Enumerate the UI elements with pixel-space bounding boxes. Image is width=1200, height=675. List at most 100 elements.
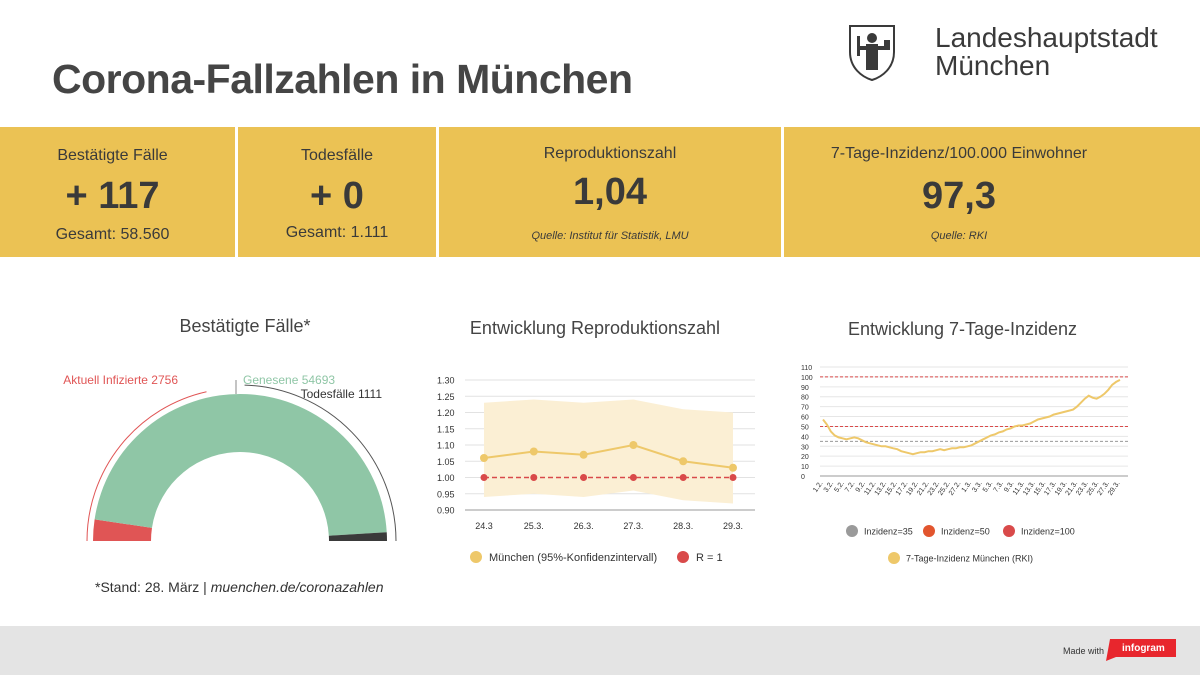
kpi-r-number: 1,04 xyxy=(573,171,647,213)
r-confidence-band xyxy=(484,399,733,504)
city-logo-text: Landeshauptstadt München xyxy=(935,24,1158,80)
cases-gauge-chart: Aktuell Infizierte 2756 Genesene 54693Tod… xyxy=(63,373,397,542)
kpi-deaths-label: Todesfälle xyxy=(300,147,374,164)
inc-xtick-label: 3.2. xyxy=(823,480,835,494)
r-chart-title: Entwicklung Reproduktionszahl xyxy=(469,318,721,338)
r-xtick-label: 24.3 xyxy=(475,521,493,531)
r-muenchen-point xyxy=(529,447,538,456)
kpi-cases: Bestätigte Fälle + 117 Gesamt: 58.560 xyxy=(0,127,225,257)
r-equals-one-point xyxy=(530,474,538,481)
gauge-title: Bestätigte Fälle* xyxy=(179,316,311,336)
logo-line-1: Landeshauptstadt xyxy=(935,22,1158,53)
r-ytick-label: 1.00 xyxy=(437,473,455,483)
r-xtick-label: 28.3. xyxy=(673,521,693,531)
inc-muenchen-line xyxy=(822,379,1121,456)
r-xtick-label: 26.3. xyxy=(574,521,594,531)
inc-xtick-label: 3.3. xyxy=(971,480,983,494)
inc-xtick-label: 1.3. xyxy=(961,480,973,494)
inc-ytick-label: 40 xyxy=(801,434,809,441)
kpi-divider xyxy=(235,127,238,257)
inc-xtick-label: 7.2. xyxy=(844,480,856,494)
r-legend-muenchen: München (95%-Konfidenzintervall) xyxy=(489,552,657,564)
gauge-segment-todesfaelle xyxy=(328,532,387,541)
r-ytick-label: 1.15 xyxy=(437,424,455,434)
r-legend-muenchen-swatch xyxy=(470,551,482,563)
r-ytick-label: 1.30 xyxy=(437,376,455,386)
r-ytick-label: 1.05 xyxy=(437,457,455,467)
r-xtick-label: 27.3. xyxy=(623,521,643,531)
inc-xtick-label: 7.3. xyxy=(993,480,1005,494)
footnote-prefix: *Stand: 28. März | xyxy=(95,579,211,595)
inc-xtick-label: 5.3. xyxy=(982,480,994,494)
r-ytick-label: 1.25 xyxy=(437,392,455,402)
gauge-outline-aktuell xyxy=(86,391,207,542)
inc-ytick-label: 60 xyxy=(801,415,809,422)
kpi-cases-label: Bestätigte Fälle xyxy=(57,147,168,164)
r-equals-one-point xyxy=(480,474,488,481)
r-muenchen-point xyxy=(729,463,737,472)
made-with-label: Made with xyxy=(1063,646,1105,656)
inc-legend-100: Inzidenz=100 xyxy=(1021,527,1075,537)
r-xtick-label: 29.3. xyxy=(723,521,743,531)
inc-legend-50: Inzidenz=50 xyxy=(941,527,990,537)
kpi-r-value: Reproduktionszahl 1,04 Quelle: Institut … xyxy=(439,127,781,257)
footer: Made with infogram xyxy=(0,626,1200,675)
gauge-segment-genesene xyxy=(94,393,387,536)
gauge-outline-todesfaelle xyxy=(244,384,397,542)
r-muenchen-point xyxy=(679,457,688,466)
inc-ytick-label: 30 xyxy=(801,444,809,451)
incidence-chart-title: Entwicklung 7-Tage-Inzidenz xyxy=(847,319,1078,339)
inc-ytick-label: 50 xyxy=(801,424,809,431)
inc-legend-100-swatch xyxy=(1003,525,1015,537)
kpi-incidence-value: 97,3 xyxy=(922,175,996,217)
r-ytick-label: 1.10 xyxy=(437,441,455,451)
kpi-r-source: Quelle: Institut für Statistik, LMU xyxy=(531,230,689,242)
inc-ytick-label: 110 xyxy=(801,365,812,372)
kpi-divider xyxy=(781,127,784,257)
infogram-brand[interactable]: infogram xyxy=(1122,643,1165,654)
kpi-cases-total: Gesamt: 58.560 xyxy=(55,226,170,243)
r-equals-one-point xyxy=(729,474,737,481)
footnote: *Stand: 28. März | muenchen.de/coronazah… xyxy=(95,579,384,595)
inc-ytick-label: 0 xyxy=(801,474,805,481)
inc-legend-muenchen: 7-Tage-Inzidenz München (RKI) xyxy=(906,554,1033,564)
inc-legend-muenchen-swatch xyxy=(888,552,900,564)
inc-legend-35: Inzidenz=35 xyxy=(864,527,913,537)
munich-coat-of-arms-icon xyxy=(849,25,895,82)
r-xtick-label: 25.3. xyxy=(524,521,544,531)
kpi-divider xyxy=(436,127,439,257)
inc-ytick-label: 70 xyxy=(801,405,809,412)
inc-ytick-label: 10 xyxy=(801,464,809,471)
gauge-label-todesfaelle: Todesfälle 1111 xyxy=(301,387,383,401)
kpi-cases-value: + 117 xyxy=(65,175,160,217)
r-equals-one-point xyxy=(629,474,637,481)
r-muenchen-point xyxy=(579,450,588,459)
kpi-deaths-value: + 0 xyxy=(310,175,364,217)
inc-legend-35-swatch xyxy=(846,525,858,537)
gauge-segment-aktuell xyxy=(93,519,152,541)
gauge-label-aktuell: Aktuell Infizierte 2756 xyxy=(63,373,178,387)
logo-line-2: München xyxy=(935,50,1051,81)
kpi-incidence: 7-Tage-Inzidenz/100.000 Einwohner 97,3 Q… xyxy=(784,127,1134,257)
kpi-incidence-label: 7-Tage-Inzidenz/100.000 Einwohner xyxy=(830,145,1088,162)
gauge-label-genesene: Genesene 54693 xyxy=(243,373,335,387)
r-muenchen-point xyxy=(629,441,638,449)
infogram-logo-icon[interactable] xyxy=(1106,639,1176,661)
kpi-deaths-total: Gesamt: 1.111 xyxy=(285,224,389,241)
r-ytick-label: 0.90 xyxy=(437,506,455,516)
inc-ytick-label: 20 xyxy=(801,454,809,461)
inc-ytick-label: 100 xyxy=(801,375,813,382)
inc-xtick-label: 5.2. xyxy=(833,480,845,494)
r-equals-one-point xyxy=(679,474,687,481)
r-muenchen-point xyxy=(480,454,488,462)
inc-ytick-label: 90 xyxy=(801,385,809,392)
r-legend-r1: R = 1 xyxy=(696,552,723,564)
inc-ytick-label: 80 xyxy=(801,395,809,402)
r-muenchen-line xyxy=(483,443,734,469)
header: Corona-Fallzahlen in München Landeshaupt… xyxy=(0,0,1200,127)
inc-xtick-label: 29.3. xyxy=(1107,480,1122,497)
r-legend-r1-swatch xyxy=(677,551,689,563)
inc-xtick-label: 1.2. xyxy=(812,480,824,494)
footnote-link[interactable]: muenchen.de/coronazahlen xyxy=(210,579,384,595)
kpi-deaths: Todesfälle + 0 Gesamt: 1.111 xyxy=(238,127,436,257)
